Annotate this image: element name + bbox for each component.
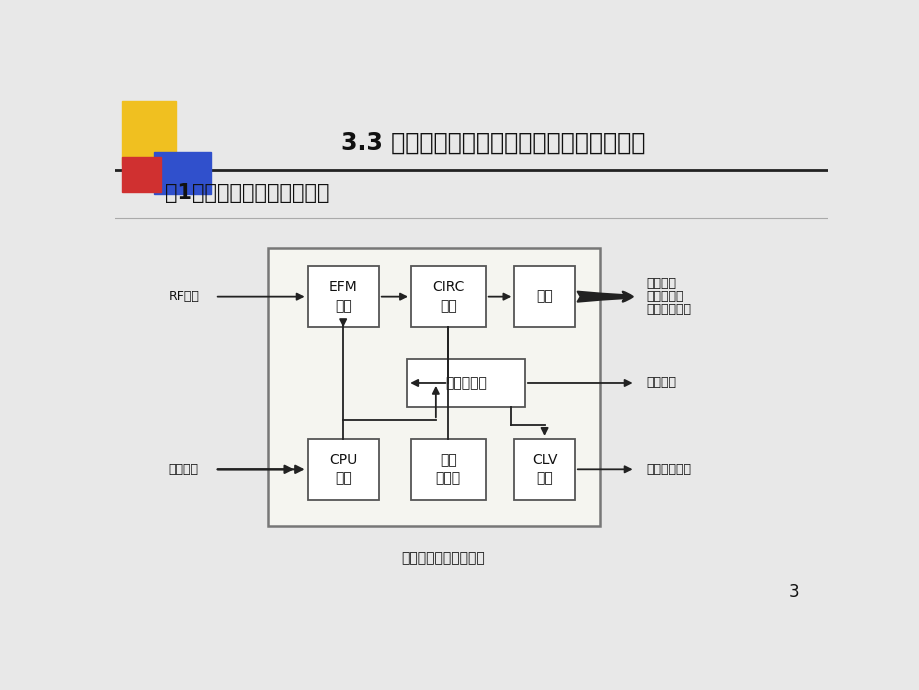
- Text: 3: 3: [788, 583, 799, 601]
- Text: 子码处理器: 子码处理器: [445, 376, 486, 390]
- Bar: [122, 101, 176, 165]
- Bar: [122, 157, 161, 192]
- Bar: [307, 439, 379, 500]
- Text: 左右时钟信号: 左右时钟信号: [645, 304, 690, 317]
- Bar: [514, 439, 574, 500]
- Text: CLV
伺服: CLV 伺服: [531, 453, 557, 486]
- Text: （1）数字信号处理器的组成: （1）数字信号处理器的组成: [165, 183, 329, 203]
- Text: RF信号: RF信号: [168, 290, 199, 303]
- Bar: [407, 359, 525, 407]
- Text: 接口: 接口: [536, 290, 552, 304]
- Bar: [307, 266, 379, 327]
- Text: CPU
接口: CPU 接口: [329, 453, 357, 486]
- Text: 主轴伺服信号: 主轴伺服信号: [645, 463, 690, 476]
- Text: 数据信号: 数据信号: [645, 277, 675, 290]
- Text: EFM
解调: EFM 解调: [328, 280, 357, 313]
- Text: 位时钟信号: 位时钟信号: [645, 290, 683, 303]
- Text: 3.3 数字信号处理电路的工作原理及检修方法: 3.3 数字信号处理电路的工作原理及检修方法: [340, 130, 644, 155]
- Text: 数字信号处理器的组成: 数字信号处理器的组成: [401, 551, 484, 565]
- Text: CIRC
纠错: CIRC 纠错: [432, 280, 464, 313]
- Bar: [411, 266, 485, 327]
- Text: 控制信号: 控制信号: [168, 463, 199, 476]
- Text: 时钟
发生器: 时钟 发生器: [436, 453, 460, 486]
- Bar: [514, 266, 574, 327]
- Bar: [411, 439, 485, 500]
- Bar: [268, 248, 599, 526]
- Bar: [154, 152, 211, 195]
- Text: 子码信号: 子码信号: [645, 377, 675, 389]
